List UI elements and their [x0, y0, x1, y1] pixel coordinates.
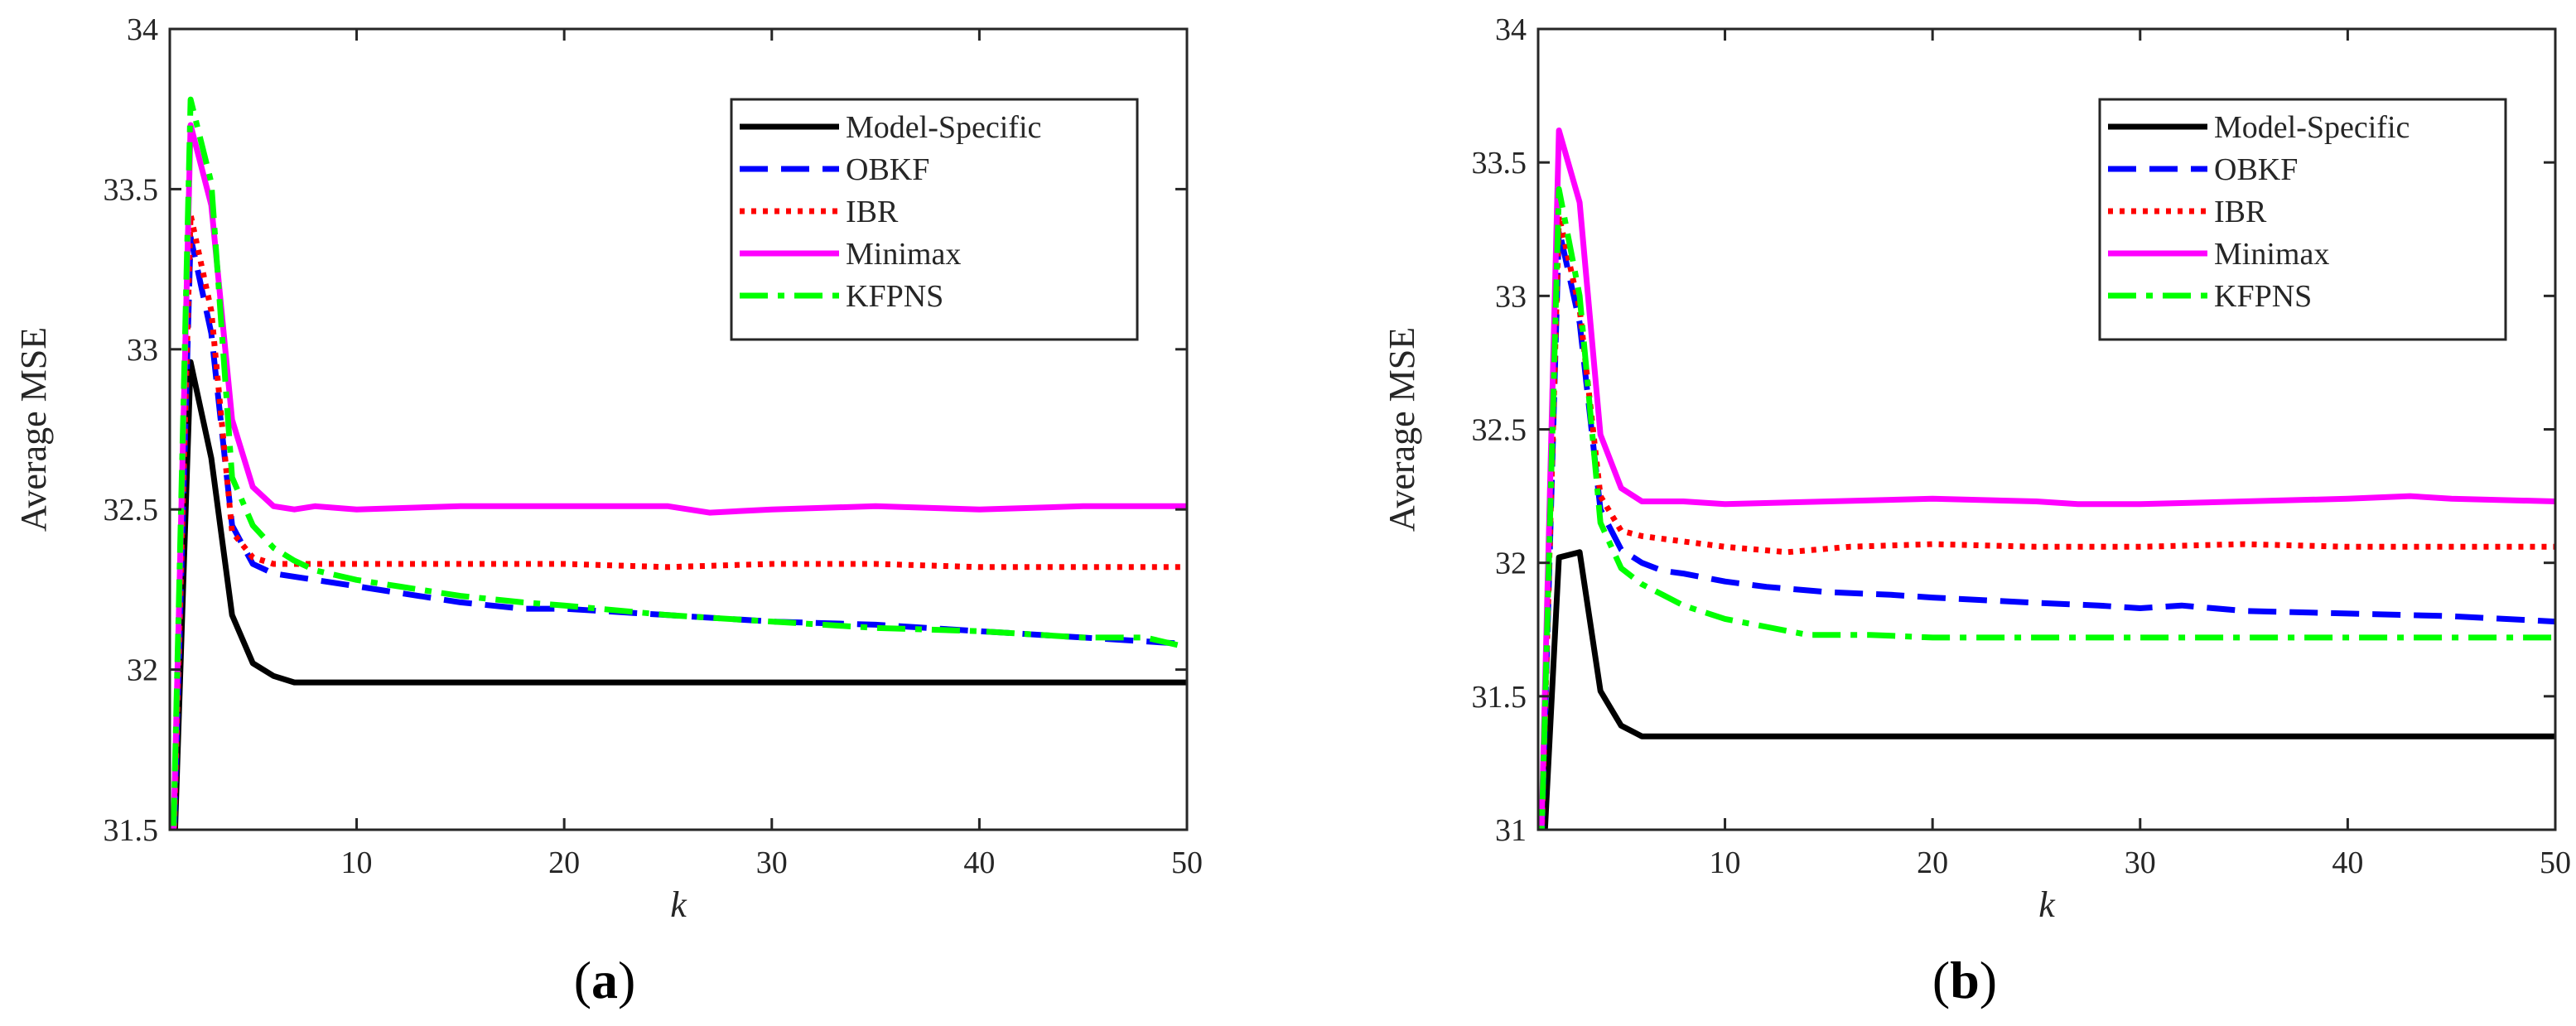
y-tick-label: 31.5	[104, 813, 159, 848]
y-tick-label: 32.5	[1472, 413, 1527, 448]
y-tick-label: 33.5	[1472, 146, 1527, 181]
panel-label-open: (	[1932, 951, 1950, 1009]
x-tick-label: 30	[756, 845, 788, 880]
series-line-kfpns	[171, 96, 1187, 830]
axes-box	[168, 27, 1189, 831]
x-tick-label: 10	[341, 845, 373, 880]
legend-label-obkf: OBKF	[846, 152, 929, 187]
series-line-model-specific	[171, 359, 1187, 830]
panel-label-close: )	[618, 951, 635, 1009]
legend-box	[730, 98, 1139, 341]
legend-label-ibr: IBR	[2214, 195, 2267, 229]
series-line-model-specific	[1541, 549, 2555, 830]
legend-label-minimax: Minimax	[846, 237, 961, 272]
series-group	[171, 96, 1187, 830]
legend-label-kfpns: KFPNS	[846, 279, 943, 314]
y-tick-label: 32.5	[104, 493, 159, 527]
series-line-minimax	[171, 122, 1187, 830]
y-axis-title: Average MSE	[13, 327, 54, 532]
x-axis-title: k	[670, 884, 687, 925]
legend-label-minimax: Minimax	[2214, 237, 2329, 272]
panel-label-open: (	[574, 951, 591, 1009]
legend: Model-Specific OBKF IBR Minimax KFPNS	[2098, 98, 2507, 341]
x-tick-label: 50	[2540, 845, 2571, 880]
x-tick-label: 20	[548, 845, 580, 880]
series-line-obkf	[1539, 226, 2555, 830]
panel-label-letter: b	[1950, 951, 1980, 1009]
y-tick-label: 32	[127, 653, 158, 688]
chart-panel-b: 31 31.5 32 32.5 33 33.5 34 10 20 30 40 50 k Average M…	[1382, 12, 2571, 1009]
y-tick-label: 33	[127, 333, 158, 368]
legend-box	[2098, 98, 2507, 341]
x-tick-label: 20	[1917, 845, 1948, 880]
series-line-ibr	[1538, 213, 2555, 830]
y-tick-label: 33	[1495, 279, 1527, 314]
y-axis-title: Average MSE	[1382, 327, 1422, 532]
legend: Model-Specific OBKF IBR Minimax KFPNS	[730, 98, 1139, 341]
y-tick-label: 34	[1495, 12, 1527, 47]
x-tick-label: 50	[1171, 845, 1203, 880]
y-tick-label: 33.5	[104, 172, 159, 207]
legend-label-ibr: IBR	[846, 195, 899, 229]
series-line-kfpns	[1538, 185, 2555, 830]
panel-label: (a)	[574, 951, 636, 1009]
x-axis-title: k	[2038, 884, 2056, 925]
panel-label-letter: a	[591, 951, 618, 1009]
y-tick-label: 31	[1495, 813, 1527, 848]
series-line-minimax	[1538, 128, 2555, 830]
series-group	[1538, 128, 2555, 830]
x-tick-label: 10	[1710, 845, 1741, 880]
legend-label-model-specific: Model-Specific	[2214, 110, 2410, 145]
y-tick-label: 34	[127, 12, 158, 47]
legend-label-model-specific: Model-Specific	[846, 110, 1041, 145]
y-tick-label: 32	[1495, 547, 1527, 581]
x-tick-label: 30	[2125, 845, 2156, 880]
x-tick-label: 40	[2332, 845, 2363, 880]
x-tick-label: 40	[963, 845, 995, 880]
legend-label-kfpns: KFPNS	[2214, 279, 2312, 314]
y-tick-label: 31.5	[1472, 680, 1527, 715]
panel-label-close: )	[1980, 951, 1997, 1009]
legend-label-obkf: OBKF	[2214, 152, 2298, 187]
panel-label: (b)	[1932, 951, 1997, 1009]
chart-panel-a: 31.5 32 32.5 33 33.5 34 10 20 30 40 50 k Average MSE…	[13, 12, 1203, 1009]
series-line-obkf	[171, 234, 1187, 830]
